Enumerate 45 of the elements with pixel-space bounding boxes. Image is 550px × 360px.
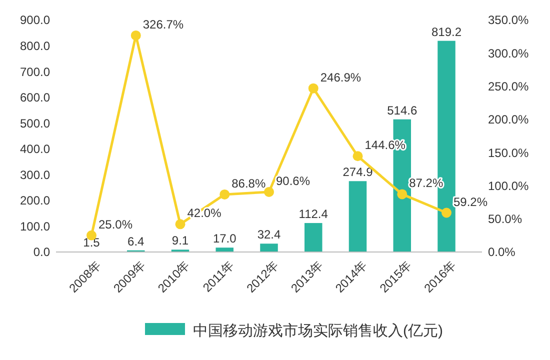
y-tick-label: 0.0 [33,245,50,260]
data-label: 90.6% [276,174,310,188]
y2-tick-label: 50.0% [488,212,522,226]
y-tick-label: 600.0 [20,90,50,105]
data-label: 112.4 [298,207,328,222]
point [308,83,318,94]
y-tick-label: 200.0 [20,194,50,208]
bar [348,181,367,252]
y-tick-label: 500.0 [20,116,50,130]
y-tick-label: 800.0 [20,38,50,53]
y-tick-label: 900.0 [20,13,50,28]
y-tick-label: 400.0 [20,142,50,156]
point [175,219,186,230]
point [130,30,141,40]
bar [304,223,322,252]
y-tick-label: 300.0 [20,168,50,182]
bar [216,248,234,252]
point [442,208,452,218]
point [264,186,274,197]
y2-tick-label: 100.0% [488,178,530,193]
data-label: 326.7% [142,17,184,32]
data-label: 32.4 [257,228,281,242]
y2-tick-label: 0.0% [488,245,516,260]
data-label: 819.2 [431,24,462,39]
legend-label: 中国移动游戏市场实际销售收入(亿元) [193,322,443,340]
data-label: 1.5 [83,236,100,250]
point [352,151,363,162]
bar [260,244,278,252]
data-label: 86.8% [232,176,266,190]
data-label: 6.4 [128,234,145,248]
point [220,189,230,200]
y2-tick-label: 150.0% [488,146,530,160]
y2-tick-label: 250.0% [488,79,530,94]
point [397,189,408,200]
y2-tick-label: 300.0% [488,46,530,60]
data-label: 246.9% [320,70,362,84]
data-label: 274.9 [342,165,374,180]
y-tick-label: 700.0 [20,64,50,79]
data-label: 9.1 [172,234,189,248]
y2-tick-label: 350.0% [488,13,530,28]
data-label: 25.0% [98,217,133,232]
y-tick-label: 100.0 [20,219,50,234]
data-label: 17.0 [212,232,237,246]
y2-tick-label: 200.0% [488,112,530,127]
data-label: 514.6 [387,103,418,118]
